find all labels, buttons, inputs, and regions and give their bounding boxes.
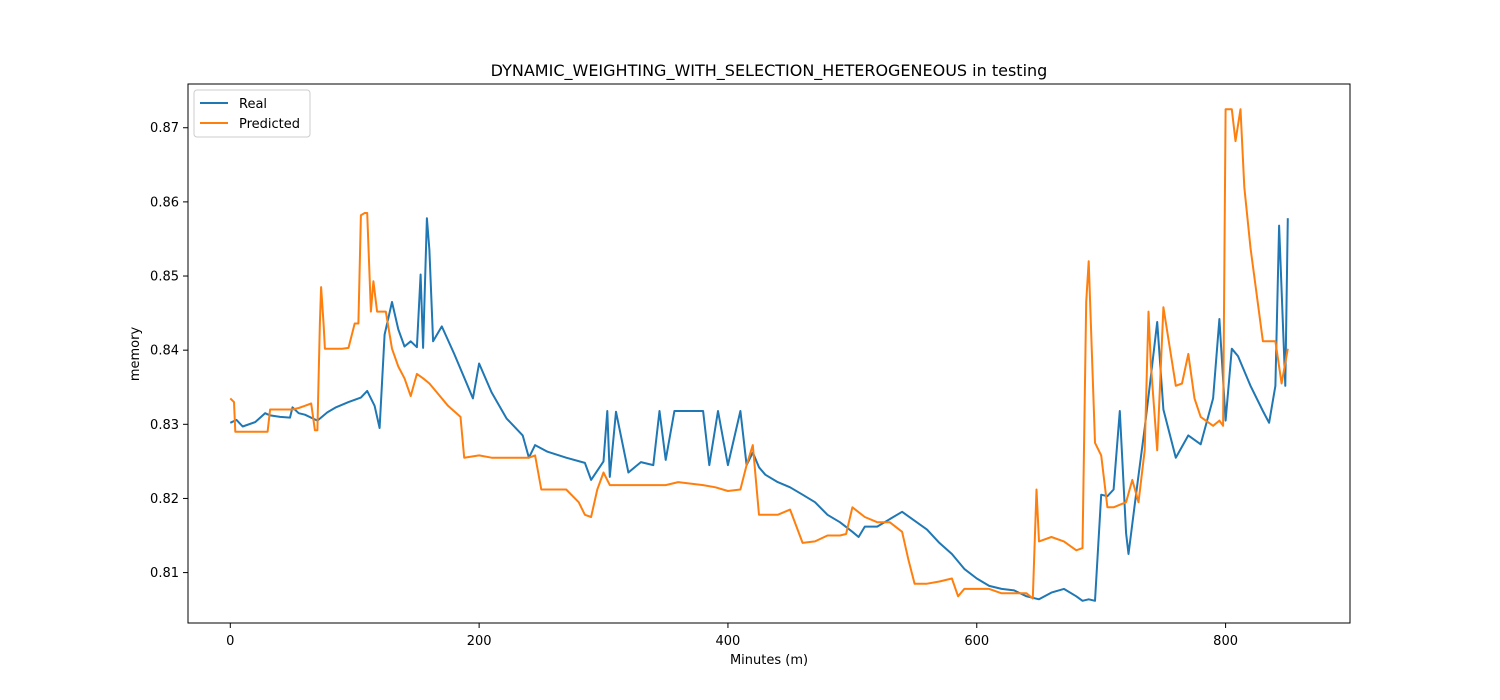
y-tick-label: 0.84 bbox=[150, 344, 179, 359]
x-tick-label: 600 bbox=[964, 634, 989, 649]
legend-box bbox=[193, 89, 311, 138]
x-axis-ticks: 0 200 400 600 800 bbox=[226, 623, 1238, 649]
y-tick-label: 0.87 bbox=[150, 121, 179, 136]
plot-frame bbox=[187, 83, 1351, 624]
x-axis-label: Minutes (m) bbox=[730, 653, 808, 668]
y-tick-label: 0.81 bbox=[150, 566, 179, 581]
plot-lines bbox=[229, 108, 1289, 602]
y-tick-label: 0.83 bbox=[150, 418, 179, 433]
x-tick-label: 200 bbox=[467, 634, 492, 649]
y-tick-label: 0.82 bbox=[150, 492, 179, 507]
chart-title: DYNAMIC_WEIGHTING_WITH_SELECTION_HETEROG… bbox=[491, 61, 1048, 81]
y-axis-label: memory bbox=[128, 327, 143, 382]
x-tick-label: 400 bbox=[716, 634, 741, 649]
series-line-real bbox=[229, 217, 1289, 602]
series-line-predicted bbox=[229, 108, 1289, 600]
y-tick-label: 0.85 bbox=[150, 270, 179, 285]
y-axis-ticks: 0.81 0.82 0.83 0.84 0.85 0.86 0.87 bbox=[150, 121, 188, 581]
legend: Real Predicted bbox=[193, 89, 311, 138]
legend-label-real: Real bbox=[239, 97, 267, 112]
x-tick-label: 0 bbox=[226, 634, 234, 649]
legend-label-predicted: Predicted bbox=[239, 117, 300, 132]
y-tick-label: 0.86 bbox=[150, 195, 179, 210]
x-tick-label: 800 bbox=[1213, 634, 1238, 649]
